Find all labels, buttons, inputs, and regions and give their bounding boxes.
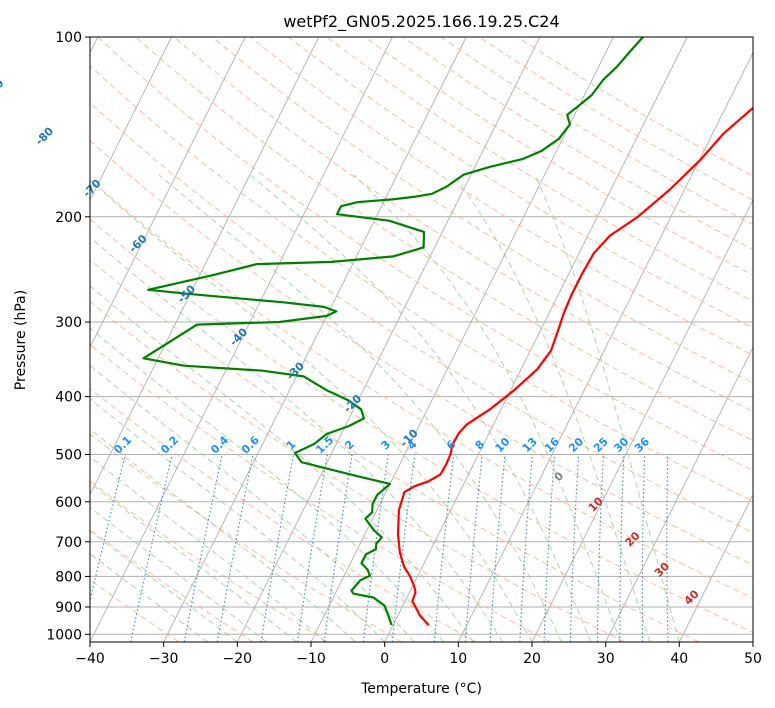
y-tick-label: 800 bbox=[55, 569, 82, 585]
dry-adiabat-line bbox=[90, 178, 753, 599]
moist-adiabat-line bbox=[90, 327, 444, 642]
y-axis-title: Pressure (hPa) bbox=[13, 290, 29, 390]
dry-adiabat-line bbox=[90, 65, 753, 502]
moist-adiabat-line bbox=[90, 428, 356, 642]
mixing-ratio-line bbox=[130, 454, 173, 642]
mixing-ratio-line bbox=[519, 454, 533, 642]
moist-adiabat-line bbox=[353, 174, 621, 642]
x-axis-title: Temperature (°C) bbox=[360, 681, 482, 697]
moist-adiabat-line bbox=[90, 364, 415, 642]
moist-adiabat-line bbox=[452, 174, 651, 642]
y-tick-label: 600 bbox=[55, 495, 82, 511]
dry-adiabat-line bbox=[90, 480, 328, 642]
y-tick-label: 1000 bbox=[46, 627, 82, 643]
moist-adiabat-line bbox=[534, 174, 680, 642]
x-tick-label: 10 bbox=[449, 651, 467, 667]
mixing-ratio-line bbox=[569, 454, 580, 642]
dry-adiabat-line bbox=[90, 139, 753, 566]
x-tick-label: 40 bbox=[670, 651, 688, 667]
y-tick-label: 100 bbox=[55, 30, 82, 46]
mixing-ratio-line bbox=[666, 454, 669, 642]
y-tick-label: 400 bbox=[55, 390, 82, 406]
profile-lines bbox=[142, 37, 753, 626]
dry-adiabat-line bbox=[90, 387, 477, 642]
moist-adiabat-line bbox=[90, 553, 209, 642]
x-tick-label: −30 bbox=[149, 651, 179, 667]
chart-title: wetPf2_GN05.2025.166.19.25.C24 bbox=[283, 12, 559, 32]
mixing-ratio-line bbox=[90, 454, 126, 604]
moist-adiabat-line bbox=[90, 285, 474, 642]
x-tick-label: −40 bbox=[75, 651, 105, 667]
x-tick-label: 20 bbox=[523, 651, 541, 667]
dewpoint-profile-line bbox=[142, 37, 644, 626]
x-tick-label: 30 bbox=[597, 651, 615, 667]
dry-adiabat-line bbox=[90, 102, 753, 534]
moist-adiabat-line bbox=[90, 506, 268, 642]
isotherm-line bbox=[310, 37, 614, 642]
mixing-ratio-line bbox=[619, 454, 625, 642]
dry-adiabat-line bbox=[173, 37, 753, 413]
moist-adiabat-line bbox=[90, 398, 386, 642]
dry-adiabat-line bbox=[90, 218, 753, 634]
x-tick-label: 0 bbox=[380, 651, 389, 667]
isotherm-label: -90 bbox=[0, 76, 7, 99]
moist-adiabat-line bbox=[90, 482, 297, 642]
dry-adiabat-line bbox=[90, 579, 180, 642]
moist-adiabat-line bbox=[90, 456, 327, 642]
isotherm-line bbox=[678, 493, 753, 642]
dry-adiabat-line bbox=[90, 300, 625, 642]
dry-adiabat-line bbox=[326, 37, 753, 302]
x-tick-label: −20 bbox=[223, 651, 253, 667]
mixing-ratio-line bbox=[543, 454, 556, 642]
isotherm-line bbox=[236, 37, 541, 642]
temperature-profile-line bbox=[396, 106, 753, 626]
x-tick-label: 50 bbox=[744, 651, 762, 667]
mixing-ratio-line bbox=[183, 454, 223, 642]
moist-adiabat-line bbox=[90, 530, 238, 642]
dry-adiabat-line bbox=[90, 259, 700, 642]
isotherm-line bbox=[384, 37, 688, 642]
y-tick-label: 300 bbox=[55, 315, 82, 331]
dry-adiabat-line bbox=[211, 37, 753, 384]
y-tick-label: 900 bbox=[55, 600, 82, 616]
y-tick-label: 200 bbox=[55, 210, 82, 226]
isotherm-line bbox=[90, 37, 246, 349]
x-tick-label: −10 bbox=[296, 651, 326, 667]
y-tick-label: 500 bbox=[55, 448, 82, 464]
isotherm-line bbox=[163, 37, 467, 642]
dry-adiabat-line bbox=[90, 433, 402, 642]
plot-frame bbox=[89, 36, 754, 643]
isotherm-line bbox=[531, 198, 753, 642]
y-axis: 100 200 300 400 500 600 700 800 900 1000 bbox=[46, 30, 90, 643]
background-lines bbox=[90, 37, 753, 642]
isotherm-line bbox=[457, 51, 753, 642]
mixing-ratio-line bbox=[641, 454, 646, 642]
moist-adiabat-line bbox=[90, 236, 503, 642]
y-tick-label: 700 bbox=[55, 535, 82, 551]
x-axis: −40 −30 −20 −10 0 10 20 30 40 50 bbox=[75, 642, 762, 667]
moist-adiabat-line bbox=[158, 174, 562, 642]
moist-adiabat-line bbox=[90, 179, 533, 642]
isotherm-line bbox=[605, 346, 753, 642]
mixing-ratio-line bbox=[489, 454, 506, 642]
mixing-ratio-line bbox=[464, 454, 483, 642]
isotherm-line bbox=[90, 37, 320, 496]
isotherm-line bbox=[90, 37, 172, 202]
mixing-ratio-line bbox=[596, 454, 604, 642]
isotherm-line bbox=[90, 37, 393, 642]
